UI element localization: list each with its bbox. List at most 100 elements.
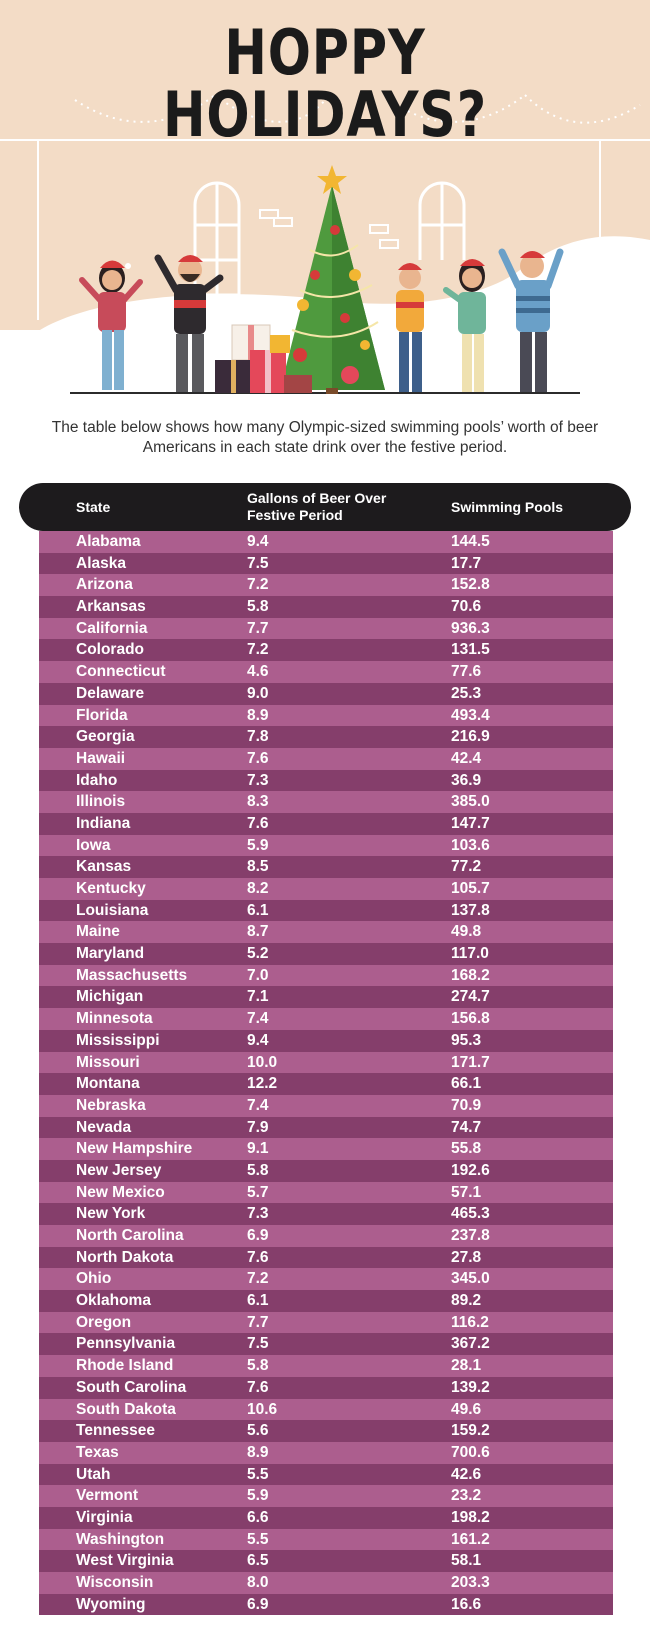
cell-gallons: 8.9 [247,706,269,724]
cell-gallons: 8.9 [247,1443,269,1461]
cell-gallons: 7.4 [247,1010,269,1028]
cell-gallons: 5.8 [247,1161,269,1179]
cell-gallons: 6.5 [247,1552,269,1570]
cell-pools: 95.3 [451,1031,482,1049]
cell-pools: 77.6 [451,663,482,681]
cell-gallons: 7.7 [247,619,269,637]
cell-gallons: 8.0 [247,1574,269,1591]
table-row: New York 7.3 465.3 [39,1203,613,1225]
cell-state: Maine [76,923,120,941]
cell-pools: 168.2 [451,966,490,984]
cell-gallons: 5.9 [247,836,269,854]
cell-state: Virginia [76,1508,133,1526]
table-row: North Dakota 7.6 27.8 [39,1246,613,1269]
table-row: Massachusetts 7.0 168.2 [39,964,613,987]
intro-text: The table below shows how many Olympic-s… [51,419,599,456]
cell-state: Kansas [76,858,132,876]
cell-state: Ohio [76,1270,112,1288]
cell-gallons: 10.6 [247,1400,278,1418]
cell-pools: 17.7 [451,554,482,572]
table-row: Tennessee 5.6 159.2 [39,1420,613,1442]
cell-pools: 237.8 [451,1227,490,1244]
cell-pools: 936.3 [451,619,490,637]
cell-state: Montana [76,1075,140,1093]
cell-state: Delaware [76,684,145,702]
table-row: Vermont 5.9 23.2 [39,1485,613,1507]
star-icon [317,165,347,194]
table-row: Connecticut 4.6 77.6 [39,661,613,683]
cell-state: Alaska [76,554,126,572]
cell-state: Illinois [76,793,126,811]
cell-pools: 203.3 [451,1574,490,1591]
table-body: Alabama 9.4 144.5 Alaska 7.5 17.7 Arizona 7.2 15… [39,531,613,1616]
table-row: Nevada 7.9 74.7 [39,1116,613,1139]
cell-state: Texas [76,1443,119,1461]
table-row: Mississippi 9.4 95.3 [39,1029,613,1052]
page-title: HOPPY HOLIDAYS? [162,16,488,151]
table-row: Colorado 7.2 131.5 [39,639,613,662]
table-row: Arkansas 5.8 70.6 [39,596,613,618]
cell-state: Vermont [76,1487,139,1505]
cell-state: South Dakota [76,1400,176,1418]
header-pools: Swimming Pools [451,499,564,515]
table-row: New Mexico 5.7 57.1 [39,1181,613,1204]
cell-pools: 159.2 [451,1422,490,1440]
cell-pools: 77.2 [451,858,482,876]
cell-gallons: 7.1 [247,988,269,1006]
room-outline [0,139,650,320]
cell-pools: 42.4 [451,749,482,767]
person-icon [498,248,564,392]
table-row: Nebraska 7.4 70.9 [39,1094,613,1117]
table-row: Wisconsin 8.0 203.3 [39,1572,613,1594]
cell-state: Connecticut [76,663,166,681]
cell-state: Rhode Island [76,1357,174,1375]
cell-pools: 49.6 [451,1400,482,1418]
cell-state: Tennessee [76,1422,155,1440]
cell-pools: 57.1 [451,1183,482,1201]
cell-pools: 23.2 [451,1487,482,1505]
cell-gallons: 7.6 [247,749,269,767]
cell-gallons: 5.5 [247,1530,269,1548]
table-row: Oregon 7.7 116.2 [39,1311,613,1334]
table-row: Maryland 5.2 117.0 [39,943,613,965]
cell-gallons: 7.3 [247,771,269,789]
table-row: Montana 12.2 66.1 [39,1073,613,1095]
person-icon [154,254,224,392]
cell-gallons: 12.2 [247,1075,278,1093]
table-row: West Virginia 6.5 58.1 [39,1550,613,1572]
table-row: Virginia 6.6 198.2 [39,1506,613,1529]
cell-state: Minnesota [76,1010,153,1028]
table-row: Wyoming 6.9 16.6 [39,1593,613,1616]
cell-pools: 161.2 [451,1530,490,1548]
hero-illustration [0,0,650,394]
cell-gallons: 5.6 [247,1422,269,1440]
cell-gallons: 7.0 [247,966,269,984]
cell-gallons: 7.6 [247,1248,269,1266]
cell-gallons: 5.5 [247,1465,269,1483]
table-row: Oklahoma 6.1 89.2 [39,1290,613,1312]
cell-pools: 16.6 [451,1595,482,1613]
cell-gallons: 10.0 [247,1053,278,1071]
cell-gallons: 8.2 [247,880,269,897]
cell-state: Pennsylvania [76,1335,176,1353]
cell-pools: 103.6 [451,836,490,854]
cell-gallons: 6.9 [247,1227,269,1244]
table-row: South Carolina 7.6 139.2 [39,1376,613,1399]
cell-pools: 385.0 [451,793,490,811]
table-row: Ohio 7.2 345.0 [39,1268,613,1291]
garland-icon [74,94,641,124]
cell-state: Hawaii [76,749,126,767]
cell-pools: 216.9 [451,728,490,746]
cell-pools: 25.3 [451,684,482,702]
table-row: Kentucky 8.2 105.7 [39,878,613,900]
table-row: Utah 5.5 42.6 [39,1463,613,1486]
table-row: Texas 8.9 700.6 [39,1441,613,1464]
cell-pools: 192.6 [451,1161,490,1179]
cell-state: Utah [76,1465,111,1483]
table-row: Delaware 9.0 25.3 [39,682,613,705]
table-row: South Dakota 10.6 49.6 [39,1398,613,1421]
cell-state: Arizona [76,576,133,594]
table-row: Kansas 8.5 77.2 [39,856,613,878]
cell-pools: 89.2 [451,1292,482,1310]
cell-gallons: 7.4 [247,1096,269,1114]
